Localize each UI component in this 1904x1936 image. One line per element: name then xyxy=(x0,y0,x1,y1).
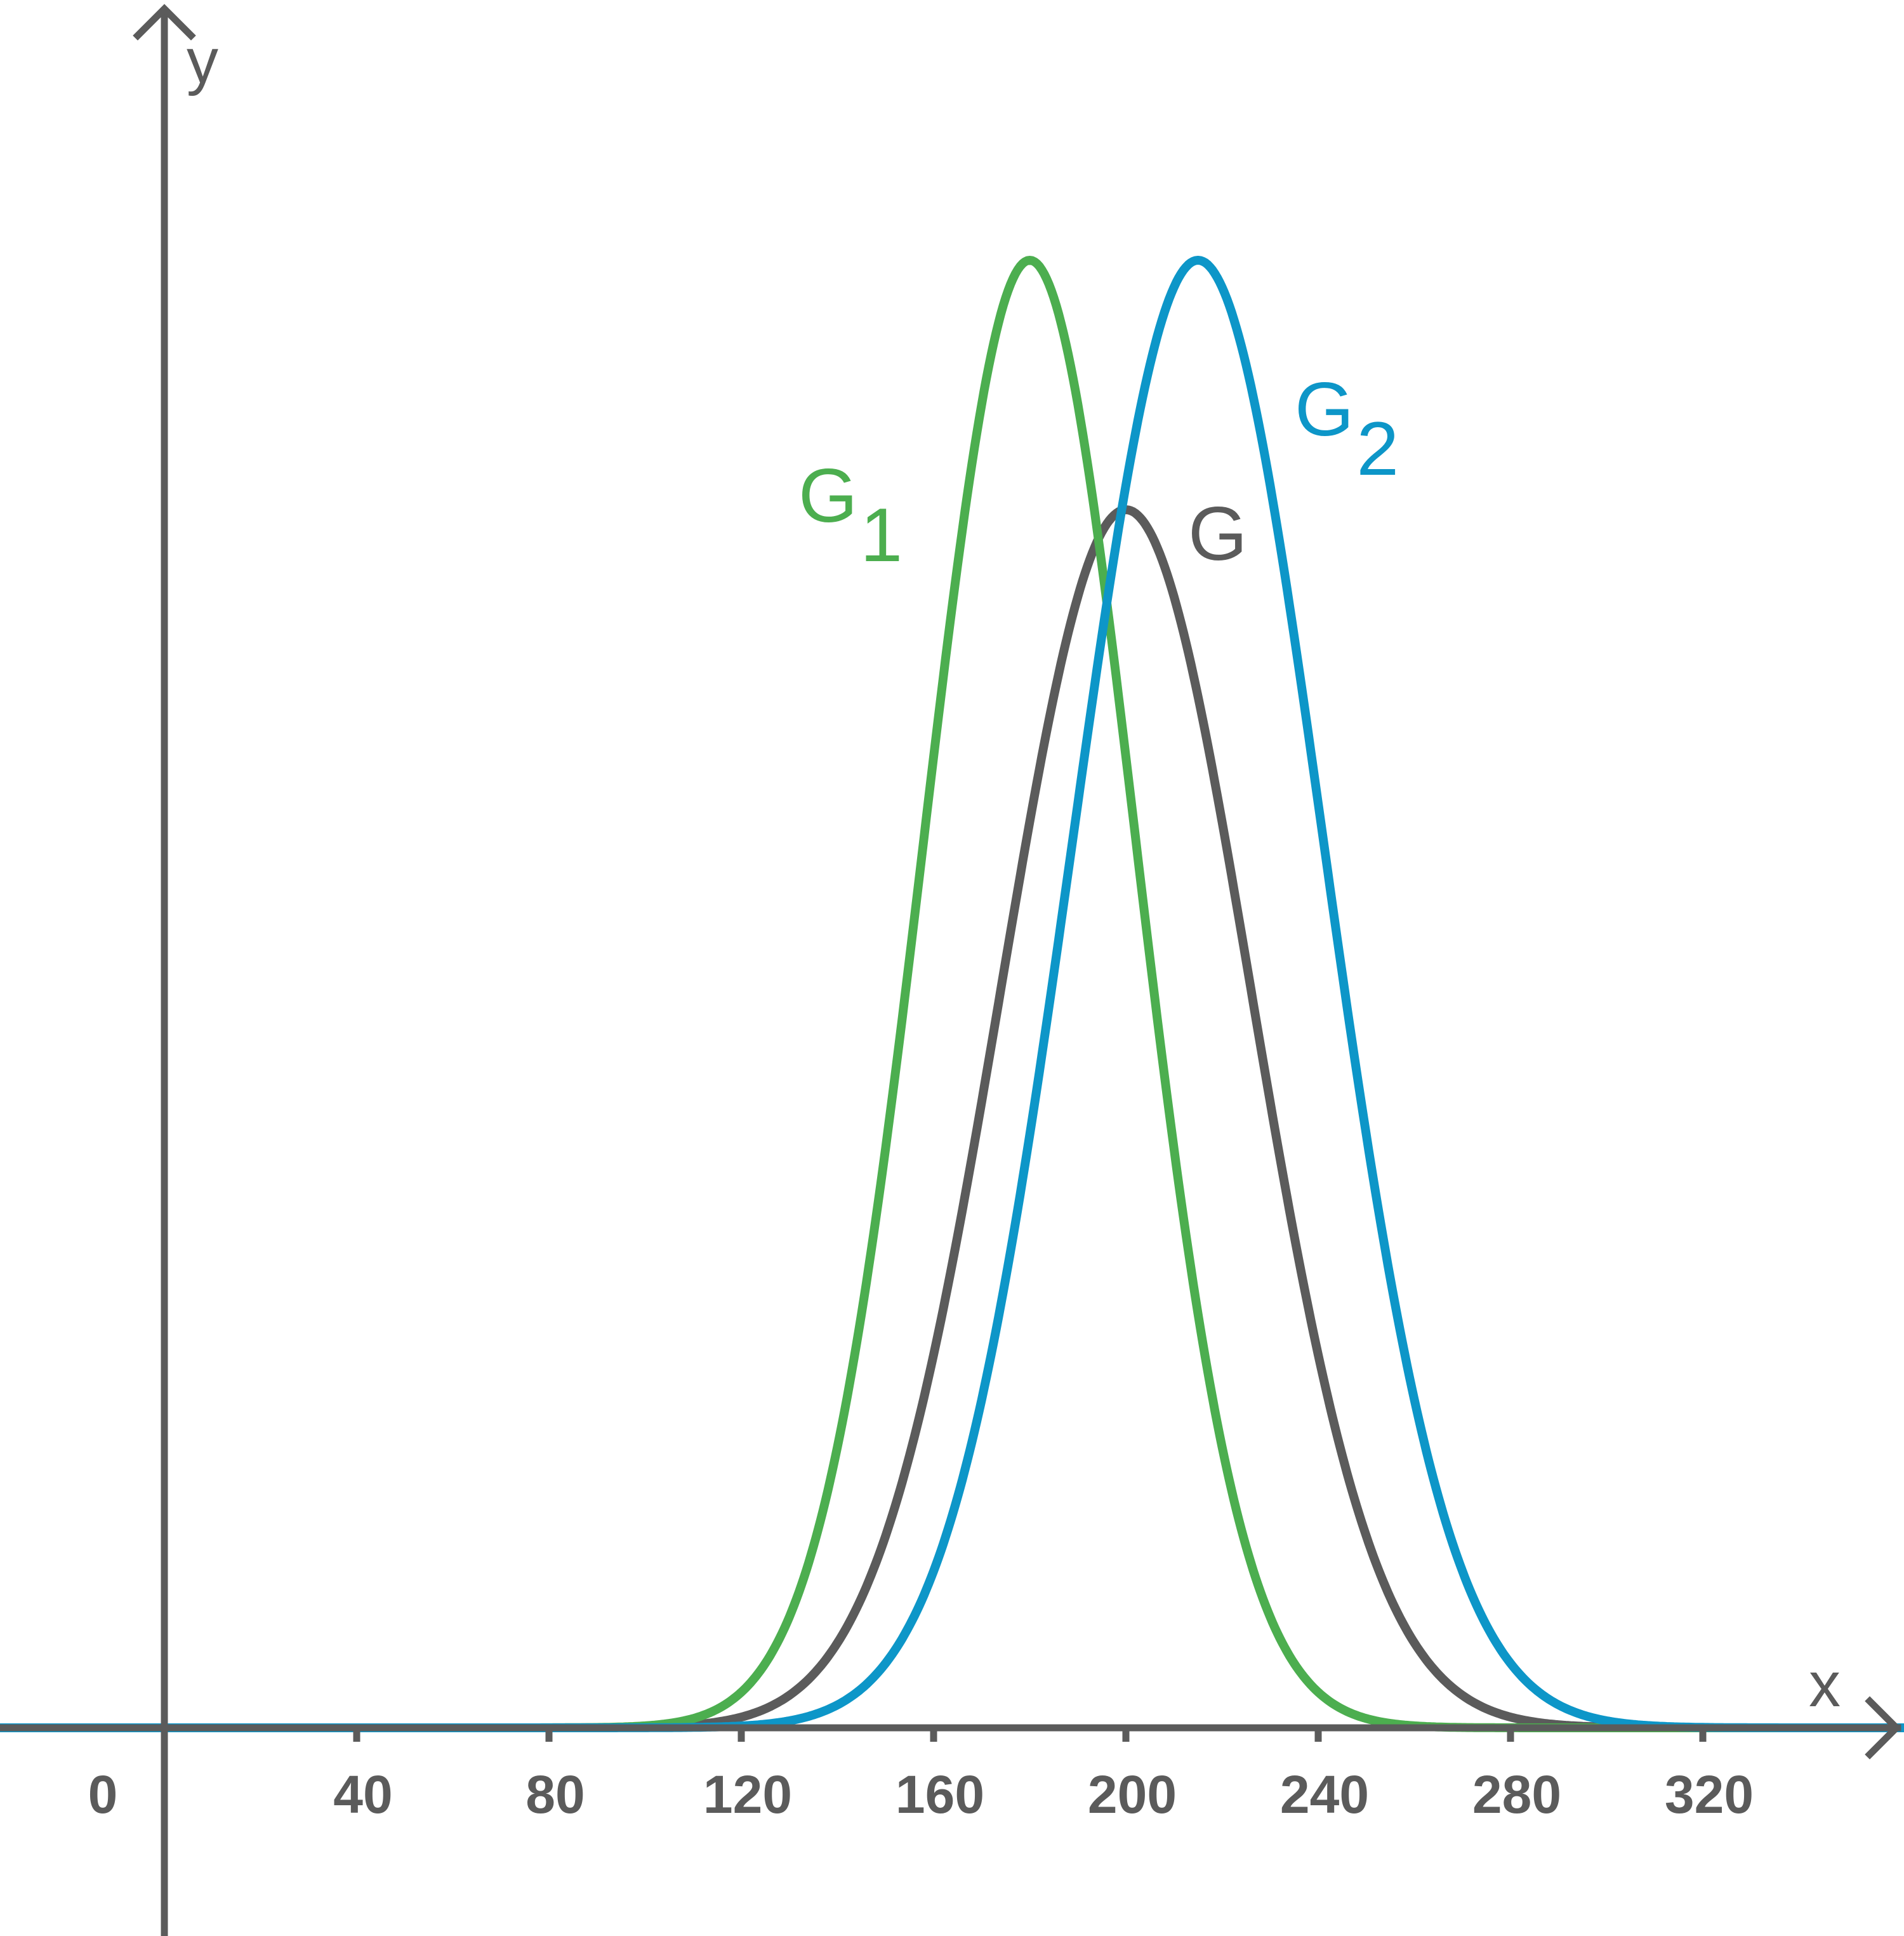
series-label-g1-main: G xyxy=(798,453,857,538)
series-label-g2-sub: 2 xyxy=(1356,406,1399,491)
series-label-g2-main: G xyxy=(1295,367,1354,452)
series-line-g xyxy=(0,505,1904,1732)
y-axis-arrow xyxy=(133,4,196,41)
x-tick-label-120: 120 xyxy=(703,1765,792,1824)
x-tick-label-80: 80 xyxy=(526,1765,585,1824)
x-tick-label-40: 40 xyxy=(333,1765,392,1824)
series-line-g2 xyxy=(0,256,1904,1732)
curve-labels: G G1 G2 xyxy=(798,367,1399,578)
x-tick-label-200: 200 xyxy=(1088,1765,1177,1824)
series-label-g2: G2 xyxy=(1295,367,1399,491)
x-axis-arrow xyxy=(1865,1696,1901,1760)
curves xyxy=(0,256,1904,1732)
x-ticks: 0 40 80 120 160 200 240 280 320 xyxy=(88,1728,1754,1824)
x-tick-label-240: 240 xyxy=(1280,1765,1369,1824)
series-label-g1-sub: 1 xyxy=(860,493,902,578)
series-label-g1: G1 xyxy=(798,453,902,578)
x-tick-label-160: 160 xyxy=(896,1765,984,1824)
x-axis-label: x xyxy=(1809,1649,1841,1720)
x-tick-label-0: 0 xyxy=(88,1765,118,1824)
series-label-g: G xyxy=(1188,491,1247,576)
y-axis-label: y xyxy=(187,25,218,96)
series-label-g-main: G xyxy=(1188,491,1247,576)
x-tick-label-280: 280 xyxy=(1472,1765,1561,1824)
x-tick-label-320: 320 xyxy=(1665,1765,1754,1824)
